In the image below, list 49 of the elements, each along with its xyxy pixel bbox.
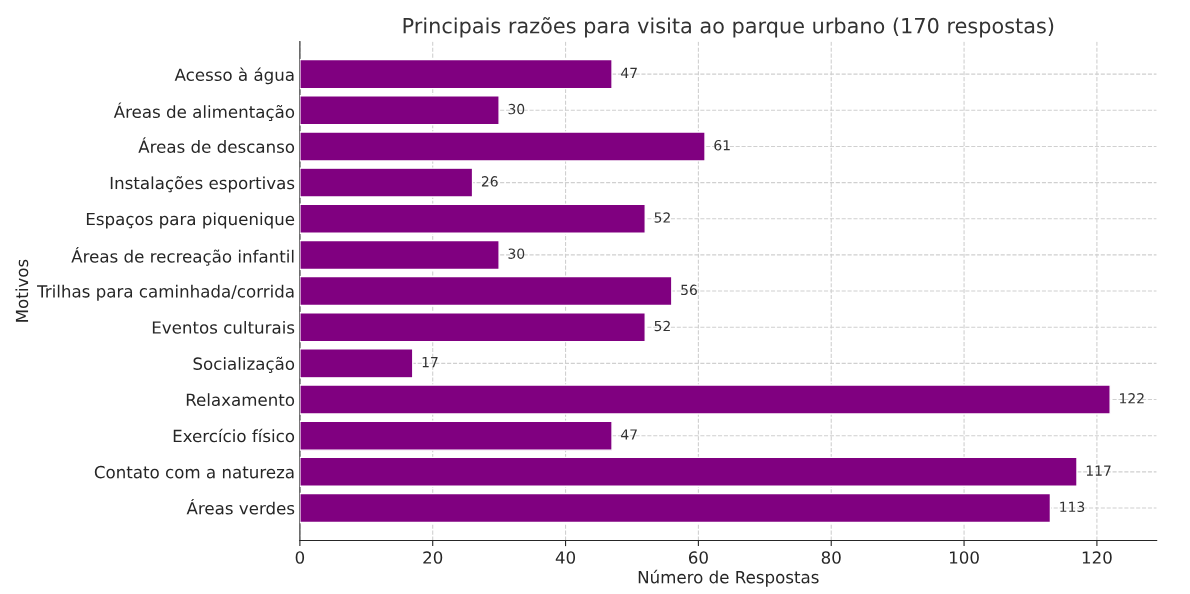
y-tick-label: Socialização [193,356,295,373]
x-tick-label: 0 [295,551,305,564]
bar [299,384,1111,415]
data-label: 122 [1120,393,1144,404]
bar [299,58,613,90]
y-tick-label: Exercício físico [173,428,295,443]
data-label: 26 [481,176,498,187]
bar [299,456,1078,488]
data-label: 47 [621,67,637,78]
data-label: 61 [714,139,730,151]
data-label: 30 [508,248,525,259]
data-label: 117 [1086,465,1111,476]
x-tick-label: 20 [423,551,443,564]
bar [299,275,673,307]
data-label: 52 [654,320,670,332]
bar [299,420,613,451]
x-tick-label: 80 [821,551,841,564]
data-label: 47 [621,429,637,440]
bar [299,348,414,379]
y-axis-title: Motivos [15,259,29,322]
data-label: 17 [422,357,438,368]
data-label: 113 [1060,501,1085,513]
data-label: 30 [508,103,525,115]
y-tick-label: Áreas de descanso [138,137,295,153]
y-tick-label: Espaços para piquenique [86,212,295,229]
y-tick-label: Acesso à água [174,67,294,85]
x-axis-title: Número de Respostas [638,569,819,587]
y-tick-label: Instalações esportivas [110,176,295,193]
y-tick-label: Áreas de alimentação [113,102,295,122]
bar [299,312,646,343]
chart-title: Principais razões para visita ao parque urbano (170 respostas) [403,17,1054,38]
x-tick-label: 40 [555,551,576,564]
y-tick-label: Trilhas para caminhada/corrida [37,284,294,301]
bar [299,95,500,126]
data-label: 56 [681,284,697,296]
y-tick-label: Eventos culturais [152,320,295,334]
x-tick-label: 60 [688,551,708,564]
y-tick-label: Áreas verdes [186,498,295,515]
bar [299,203,646,234]
y-tick-label: Relaxamento [186,393,295,407]
y-tick-label: Contato com a natureza [94,465,294,479]
x-tick-label: 120 [1082,551,1112,564]
y-tick-label: Áreas de recreação infantil [71,247,294,266]
x-tick-label: 100 [949,551,979,564]
bar [299,167,474,198]
bar [299,239,500,271]
bar [299,131,706,162]
bar [299,492,1052,524]
data-label: 52 [654,212,670,223]
